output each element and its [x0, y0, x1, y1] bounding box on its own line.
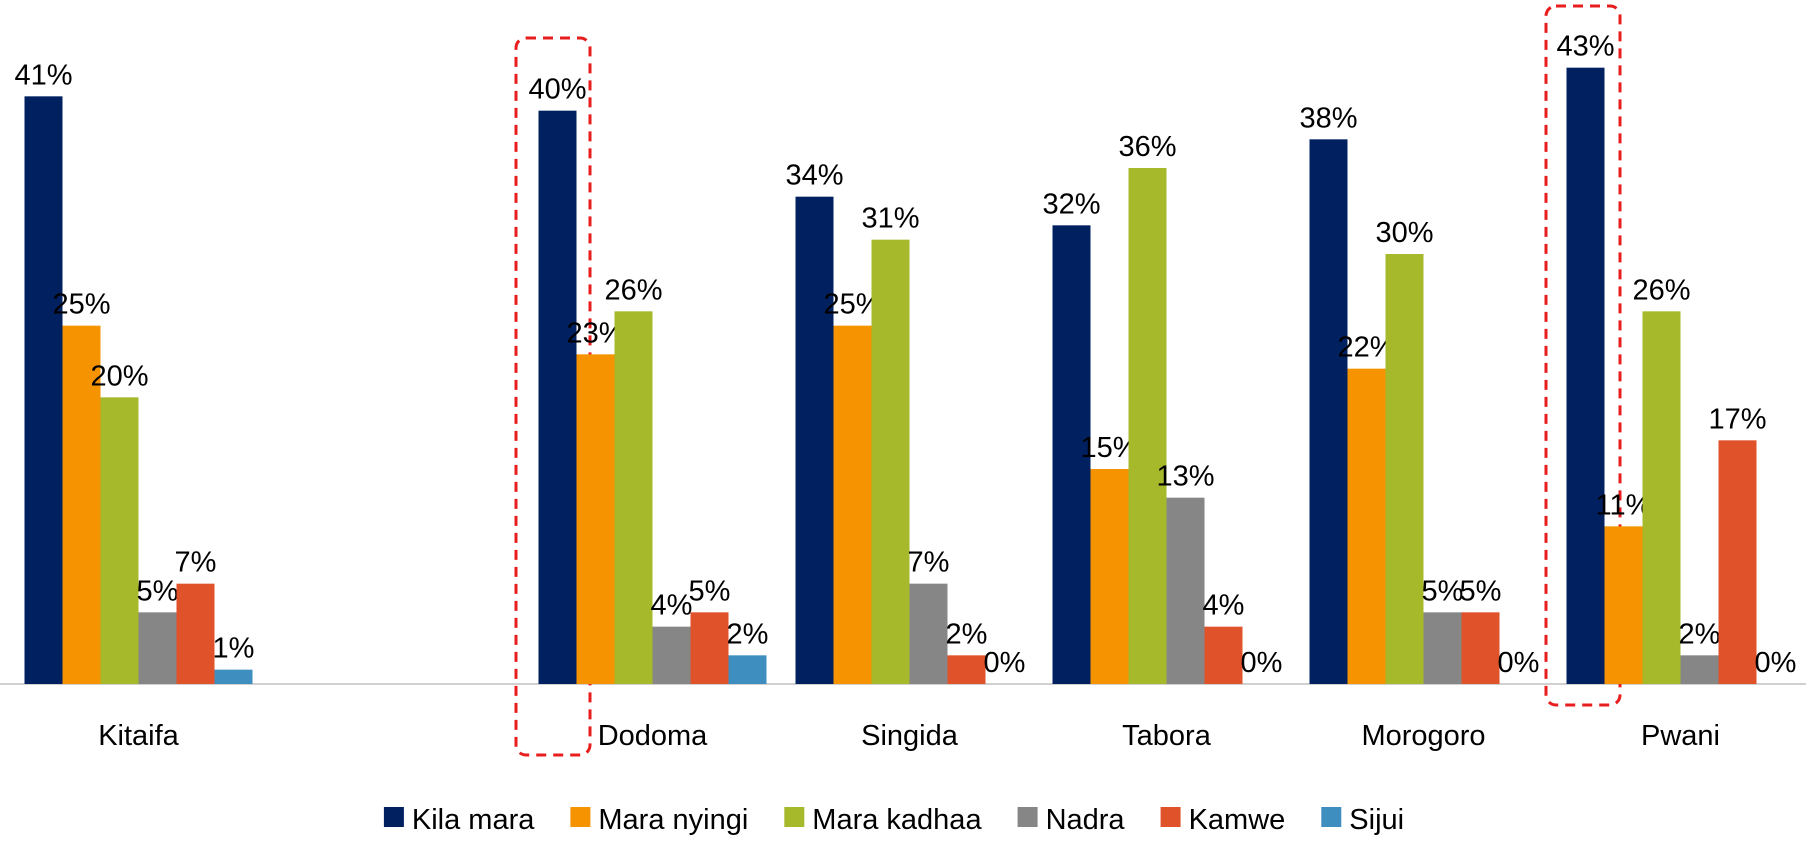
- x-tick-label: Pwani: [1641, 720, 1720, 752]
- bar: [1204, 626, 1243, 684]
- data-label: 2%: [946, 618, 988, 650]
- bar: [947, 655, 986, 684]
- legend-swatch: [383, 807, 404, 827]
- data-label: 2%: [1679, 618, 1721, 650]
- bar: [614, 311, 653, 684]
- data-label: 40%: [528, 74, 586, 106]
- bar: [871, 239, 910, 684]
- x-tick-label: Morogoro: [1361, 720, 1485, 752]
- x-tick-label: Singida: [861, 720, 959, 752]
- data-label: 5%: [689, 575, 731, 607]
- highlight-box: [1544, 4, 1622, 707]
- bar: [795, 196, 834, 684]
- bar: [1604, 526, 1643, 684]
- data-label: 0%: [1498, 647, 1540, 679]
- data-label: 0%: [1241, 647, 1283, 679]
- bar: [1090, 469, 1129, 684]
- data-label: 34%: [785, 160, 843, 192]
- x-tick-label: Kitaifa: [98, 720, 179, 752]
- legend-swatch: [1321, 807, 1342, 827]
- data-label: 11%: [1596, 489, 1652, 521]
- legend-swatch: [570, 807, 591, 827]
- data-label: 31%: [861, 203, 919, 235]
- bar: [1166, 497, 1205, 684]
- data-label: 38%: [1299, 102, 1357, 134]
- bar: [1128, 168, 1167, 684]
- bar: [1309, 139, 1348, 685]
- legend-label: Sijui: [1349, 804, 1404, 836]
- legend-label: Mara nyingi: [598, 804, 748, 836]
- data-label: 17%: [1708, 403, 1766, 435]
- legend-label: Kamwe: [1189, 804, 1286, 836]
- highlight-box: [514, 36, 592, 757]
- bar: [176, 583, 215, 684]
- data-label: 26%: [604, 274, 662, 306]
- data-label: 43%: [1556, 31, 1614, 63]
- bar: [833, 325, 872, 684]
- data-label: 0%: [1755, 647, 1797, 679]
- bar: [652, 626, 691, 684]
- legend-swatch: [784, 807, 805, 827]
- bar: [138, 612, 177, 684]
- bar: [576, 354, 615, 684]
- x-tick-label: Tabora: [1122, 720, 1212, 752]
- data-label: 1%: [213, 633, 255, 665]
- bar: [1566, 67, 1605, 684]
- bar: [1423, 612, 1462, 684]
- bar: [1347, 368, 1386, 684]
- data-label: 25%: [52, 289, 110, 321]
- legend-label: Nadra: [1046, 804, 1126, 836]
- bar: [728, 655, 767, 684]
- data-label: 32%: [1042, 188, 1100, 220]
- data-label: 4%: [1203, 590, 1245, 622]
- data-label: 41%: [14, 59, 72, 91]
- bar: [62, 325, 101, 684]
- data-label: 26%: [1632, 274, 1690, 306]
- data-label: 30%: [1375, 217, 1433, 249]
- bar: [538, 110, 577, 684]
- legend-swatch: [1160, 807, 1181, 827]
- data-label: 36%: [1118, 131, 1176, 163]
- bar: [1385, 254, 1424, 684]
- bar: [100, 397, 139, 684]
- x-tick-label: Dodoma: [598, 720, 708, 752]
- data-label: 5%: [1422, 575, 1464, 607]
- data-label: 13%: [1156, 461, 1214, 493]
- bar: [1052, 225, 1091, 685]
- legend-label: Kila mara: [412, 804, 535, 836]
- bar: [214, 669, 253, 684]
- data-label: 5%: [1460, 575, 1502, 607]
- data-label: 20%: [90, 360, 148, 392]
- bar: [690, 612, 729, 684]
- data-label: 0%: [984, 647, 1026, 679]
- bar: [1718, 440, 1757, 684]
- data-label: 5%: [137, 575, 179, 607]
- bar: [909, 583, 948, 684]
- bar: [1680, 655, 1719, 684]
- bar: [24, 96, 63, 685]
- data-label: 7%: [175, 547, 217, 579]
- bar: [1642, 311, 1681, 684]
- legend-label: Mara kadhaa: [812, 804, 982, 836]
- data-label: 2%: [727, 618, 769, 650]
- legend-swatch: [1017, 807, 1038, 827]
- data-label: 7%: [908, 547, 950, 579]
- data-label: 4%: [651, 590, 693, 622]
- bar: [1461, 612, 1500, 684]
